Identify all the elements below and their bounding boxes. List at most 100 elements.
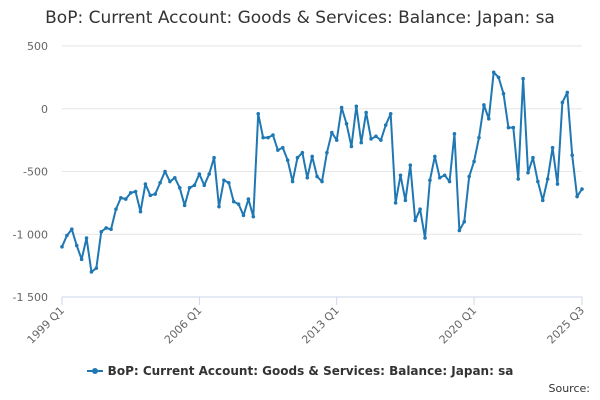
data-point[interactable] xyxy=(236,202,241,206)
data-point[interactable] xyxy=(388,111,393,116)
data-point[interactable] xyxy=(477,135,481,140)
data-point[interactable] xyxy=(133,189,138,194)
data-point[interactable] xyxy=(526,170,530,175)
data-point[interactable] xyxy=(413,218,418,223)
data-point[interactable] xyxy=(325,150,329,155)
data-point[interactable] xyxy=(148,193,153,198)
data-point[interactable] xyxy=(349,144,354,149)
data-point[interactable] xyxy=(217,204,221,209)
data-point[interactable] xyxy=(580,187,584,191)
data-point[interactable] xyxy=(246,197,251,201)
data-point[interactable] xyxy=(374,134,378,139)
data-point[interactable] xyxy=(418,207,422,211)
data-point[interactable] xyxy=(369,137,373,141)
data-point[interactable] xyxy=(383,123,388,127)
credits[interactable]: Source: xyxy=(548,382,591,395)
data-point[interactable] xyxy=(506,125,511,130)
data-point[interactable] xyxy=(320,179,324,184)
data-point[interactable] xyxy=(486,116,491,121)
data-point[interactable] xyxy=(555,182,560,186)
data-point[interactable] xyxy=(261,135,265,140)
data-point[interactable] xyxy=(511,125,516,130)
data-point[interactable] xyxy=(104,226,108,230)
data-point[interactable] xyxy=(305,175,310,180)
data-point[interactable] xyxy=(207,172,211,176)
data-point[interactable] xyxy=(545,177,550,181)
data-point[interactable] xyxy=(482,103,486,107)
data-point[interactable] xyxy=(437,175,442,180)
data-point[interactable] xyxy=(521,76,525,81)
data-point[interactable] xyxy=(472,159,476,164)
data-point[interactable] xyxy=(280,145,285,150)
data-point[interactable] xyxy=(285,158,290,162)
data-point[interactable] xyxy=(379,138,383,142)
data-point[interactable] xyxy=(153,192,158,196)
data-point[interactable] xyxy=(364,110,368,115)
data-point[interactable] xyxy=(74,243,79,248)
data-point[interactable] xyxy=(467,174,471,179)
data-point[interactable] xyxy=(536,179,540,184)
data-point[interactable] xyxy=(408,163,413,168)
data-point[interactable] xyxy=(452,132,457,136)
data-point[interactable] xyxy=(114,207,118,211)
data-point[interactable] xyxy=(403,198,408,203)
data-point[interactable] xyxy=(501,91,506,96)
data-point[interactable] xyxy=(138,209,143,214)
data-point[interactable] xyxy=(256,111,261,116)
data-point[interactable] xyxy=(212,155,216,160)
data-point[interactable] xyxy=(491,70,496,75)
data-point[interactable] xyxy=(334,138,339,142)
data-point[interactable] xyxy=(496,75,501,80)
data-point[interactable] xyxy=(330,130,334,135)
data-point[interactable] xyxy=(531,155,535,160)
data-point[interactable] xyxy=(575,194,579,199)
data-point[interactable] xyxy=(79,257,84,262)
data-point[interactable] xyxy=(339,105,344,110)
data-point[interactable] xyxy=(295,155,300,160)
data-point[interactable] xyxy=(560,100,565,105)
data-point[interactable] xyxy=(550,145,555,150)
data-point[interactable] xyxy=(457,228,462,233)
data-point[interactable] xyxy=(433,154,437,159)
legend[interactable]: BoP: Current Account: Goods & Services: … xyxy=(0,364,600,379)
data-point[interactable] xyxy=(300,150,305,155)
data-point[interactable] xyxy=(251,214,256,219)
data-point[interactable] xyxy=(109,227,113,232)
data-point[interactable] xyxy=(398,173,403,178)
data-point[interactable] xyxy=(226,181,231,185)
data-point[interactable] xyxy=(315,174,319,179)
data-point[interactable] xyxy=(60,245,64,249)
data-point[interactable] xyxy=(197,172,202,176)
data-point[interactable] xyxy=(163,169,167,174)
data-point[interactable] xyxy=(182,203,187,208)
data-point[interactable] xyxy=(565,90,570,95)
data-point[interactable] xyxy=(570,153,574,157)
data-point[interactable] xyxy=(192,183,197,188)
data-point[interactable] xyxy=(99,229,104,234)
data-point[interactable] xyxy=(423,236,427,240)
data-point[interactable] xyxy=(158,181,162,185)
data-point[interactable] xyxy=(271,133,275,137)
data-point[interactable] xyxy=(119,196,123,200)
data-point[interactable] xyxy=(540,198,545,203)
data-point[interactable] xyxy=(89,270,94,274)
data-point[interactable] xyxy=(276,148,280,152)
data-point[interactable] xyxy=(187,186,192,190)
data-point[interactable] xyxy=(231,199,236,204)
data-point[interactable] xyxy=(462,219,467,224)
data-point[interactable] xyxy=(84,236,89,240)
data-point[interactable] xyxy=(354,104,359,109)
data-point[interactable] xyxy=(359,140,364,145)
data-point[interactable] xyxy=(168,179,172,184)
data-point[interactable] xyxy=(393,201,398,205)
data-point[interactable] xyxy=(70,227,74,232)
data-point[interactable] xyxy=(123,197,128,201)
data-point[interactable] xyxy=(447,179,452,184)
data-point[interactable] xyxy=(177,186,182,190)
data-point[interactable] xyxy=(516,177,521,181)
legend-item[interactable]: BoP: Current Account: Goods & Services: … xyxy=(86,364,513,378)
data-point[interactable] xyxy=(222,178,226,183)
data-point[interactable] xyxy=(65,233,69,238)
data-point[interactable] xyxy=(94,266,99,270)
data-point[interactable] xyxy=(128,191,133,195)
